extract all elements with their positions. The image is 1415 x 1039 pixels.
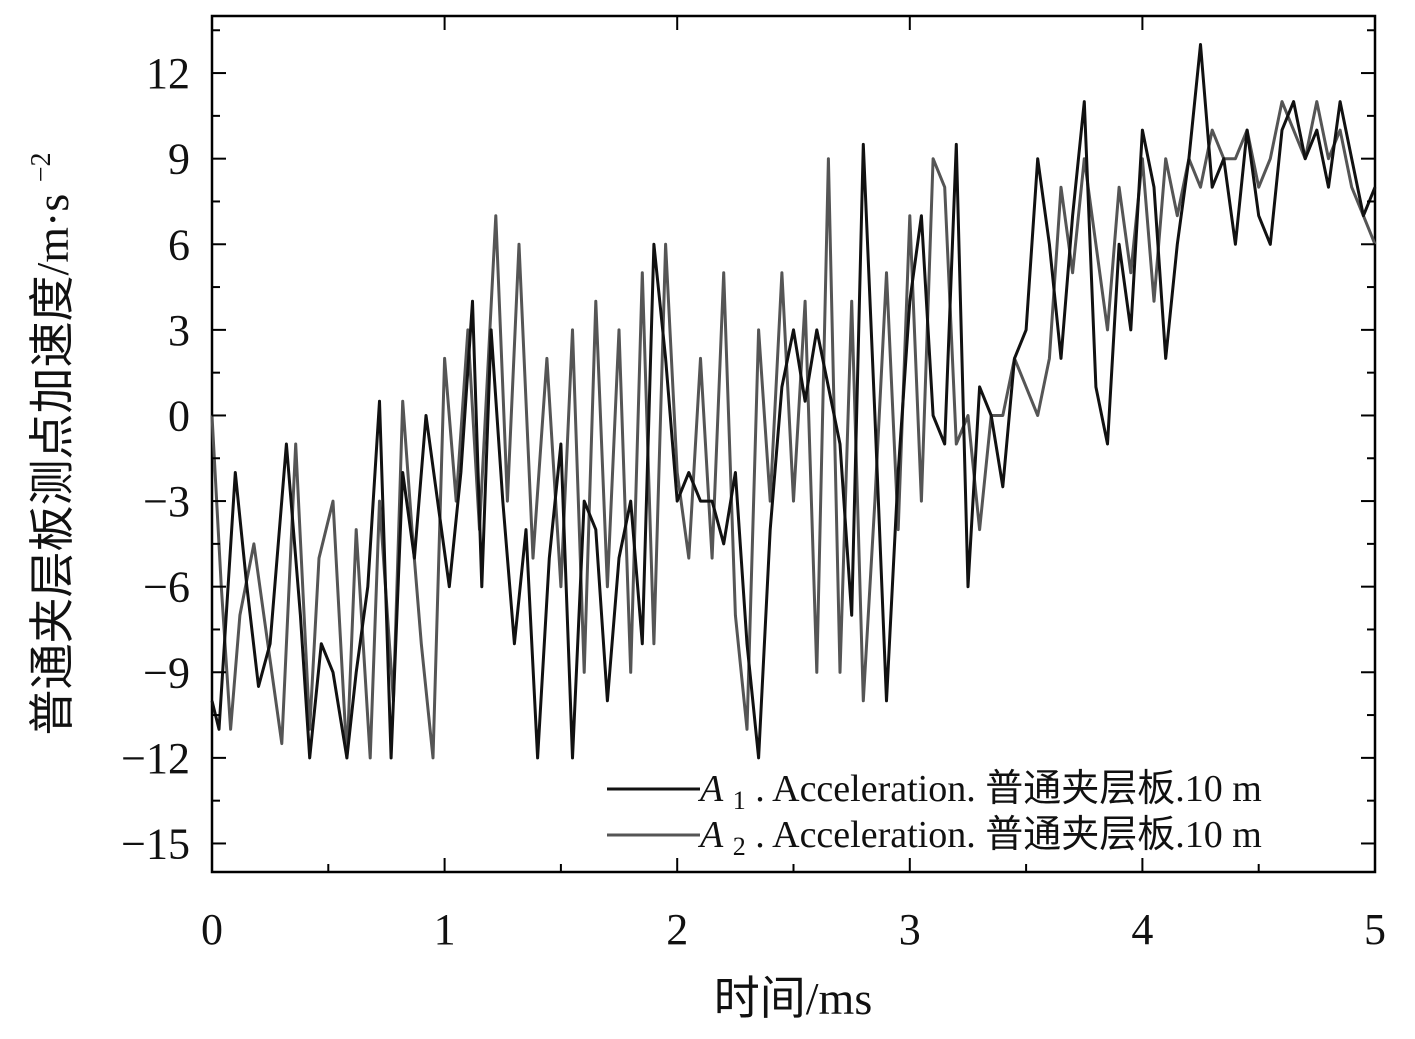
y-tick-label: −9 xyxy=(143,648,190,697)
y-tick-label: 12 xyxy=(146,49,190,98)
x-tick-label: 2 xyxy=(666,905,688,954)
y-tick-label: −15 xyxy=(121,819,190,868)
y-tick-label: −12 xyxy=(121,734,190,783)
y-tick-label: 3 xyxy=(168,306,190,355)
x-tick-label: 5 xyxy=(1364,905,1386,954)
series-line-a1 xyxy=(210,43,1377,760)
svg-text:普通夹层板测点加速度/m·s −2: 普通夹层板测点加速度/m·s −2 xyxy=(26,152,78,735)
x-tick-label: 0 xyxy=(201,905,223,954)
legend-a2-text: . Acceleration. 普通夹层板.10 m xyxy=(755,814,1262,856)
y-tick-label: −6 xyxy=(143,563,190,612)
y-tick-label: 0 xyxy=(168,391,190,440)
series-line-a2 xyxy=(210,100,1377,760)
plot-area-border xyxy=(210,14,1377,874)
x-tick-label: 1 xyxy=(434,905,456,954)
legend-a2-symbol: A xyxy=(697,814,724,856)
y-tick-label: 9 xyxy=(168,135,190,184)
y-tick-label: 6 xyxy=(168,220,190,269)
y-tick-label: −3 xyxy=(143,477,190,526)
plot-frame xyxy=(210,14,1377,874)
series-group xyxy=(210,43,1377,760)
x-tick-label: 3 xyxy=(899,905,921,954)
y-axis-title: 普通夹层板测点加速度/m·s −2 xyxy=(26,152,78,735)
legend-a2-subscript: 2 xyxy=(733,832,746,861)
y-axis-title-main: 普通夹层板测点加速度/m·s xyxy=(27,194,78,736)
x-tick-label: 4 xyxy=(1131,905,1153,954)
legend: A 1 . Acceleration. 普通夹层板.10 m A 2 . Acc… xyxy=(607,768,1262,864)
legend-a1-text: . Acceleration. 普通夹层板.10 m xyxy=(755,768,1262,810)
legend-a1-symbol: A xyxy=(697,768,724,810)
y-axis-title-exponent: −2 xyxy=(26,152,57,182)
legend-label-a2: A 2 . Acceleration. 普通夹层板.10 m xyxy=(697,814,1262,864)
legend-label-a1: A 1 . Acceleration. 普通夹层板.10 m xyxy=(697,768,1262,818)
x-axis-ticks: 0 1 2 3 4 5 xyxy=(201,16,1386,954)
legend-a1-subscript: 1 xyxy=(733,786,746,815)
x-axis-title: 时间/ms xyxy=(714,973,872,1024)
